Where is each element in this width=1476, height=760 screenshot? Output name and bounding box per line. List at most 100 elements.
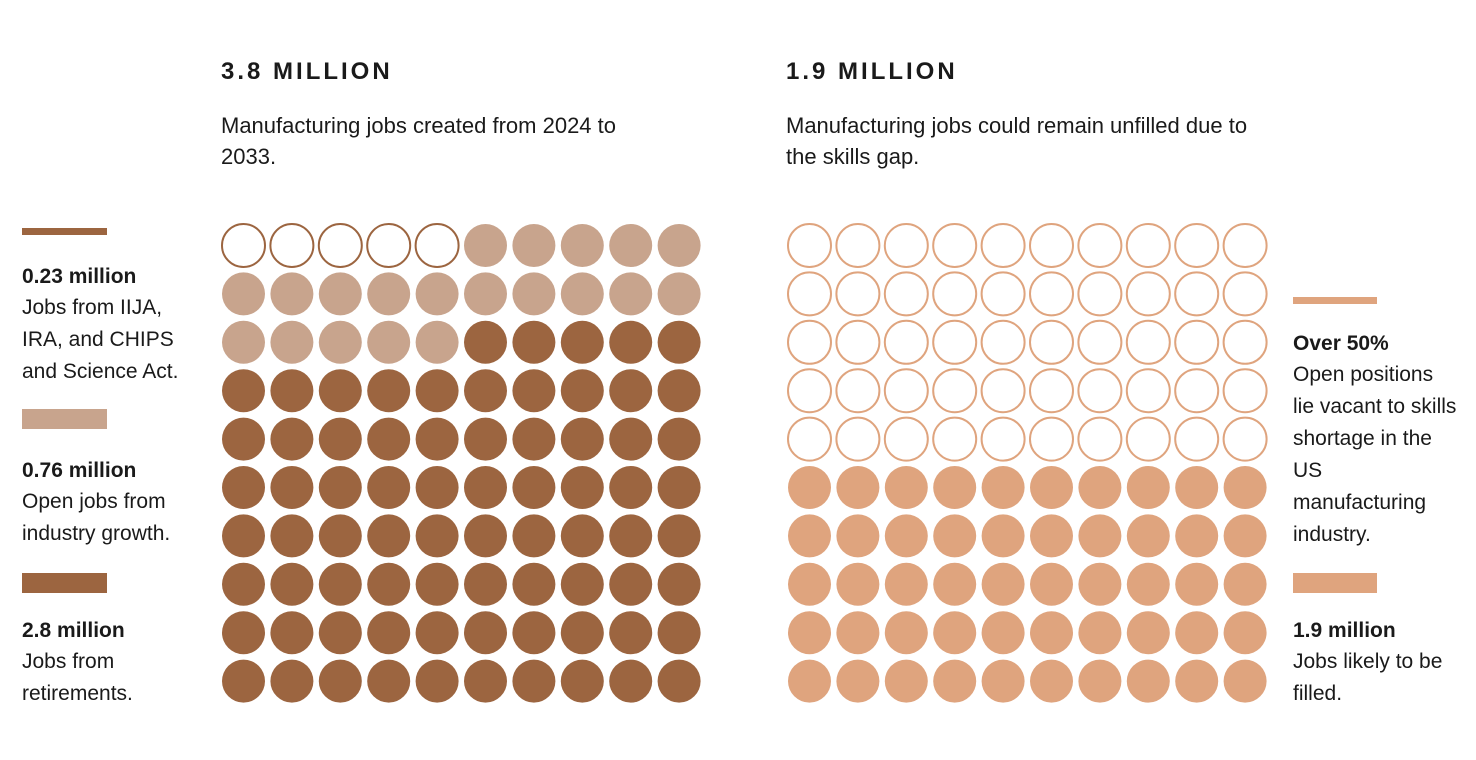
waffle-unit-left-series1 (464, 224, 507, 267)
waffle-unit-left-series1 (367, 272, 411, 316)
waffle-unit-left-series1 (609, 272, 653, 316)
waffle-unit-right-series1 (1126, 514, 1170, 558)
waffle-unit-right-series1 (884, 659, 928, 703)
waffle-unit-right-series1 (1126, 466, 1170, 509)
waffle-unit-right-series1 (1223, 466, 1267, 509)
waffle-unit-right-series1 (1030, 611, 1073, 655)
legend-swatch (22, 573, 107, 593)
waffle-unit-left-series2 (270, 611, 314, 655)
waffle-unit-right-series1 (1078, 611, 1122, 655)
waffle-unit-left-series1 (270, 320, 314, 364)
waffle-unit-right-series1 (1078, 466, 1122, 509)
waffle-unit-left-series2 (270, 369, 314, 413)
waffle-unit-left-series2 (657, 514, 701, 558)
waffle-unit-left-series2 (222, 466, 265, 509)
waffle-unit-left-series2 (560, 514, 604, 558)
waffle-unit-right-series0 (835, 416, 881, 462)
waffle-unit-right-series1 (1126, 562, 1170, 606)
waffle-unit-left-series2 (222, 659, 265, 703)
waffle-unit-left-series2 (318, 611, 362, 655)
waffle-unit-left-series2 (415, 417, 459, 461)
legend-swatch (22, 228, 107, 235)
waffle-unit-left-series2 (512, 466, 556, 509)
waffle-unit-left-series2 (464, 562, 507, 606)
waffle-unit-right-series0 (787, 223, 832, 268)
waffle-unit-right-series1 (884, 514, 928, 558)
legend-value: 0.76 million (22, 459, 137, 482)
waffle-unit-right-series1 (836, 611, 880, 655)
waffle-unit-right-series0 (1222, 416, 1268, 462)
waffle-unit-left-series1 (318, 320, 362, 364)
waffle-unit-right-series1 (836, 562, 880, 606)
waffle-unit-right-series1 (981, 466, 1025, 509)
waffle-unit-left-series2 (367, 659, 411, 703)
legend-swatch (1293, 297, 1377, 304)
waffle-unit-right-series0 (932, 223, 978, 268)
waffle-unit-left-series2 (270, 417, 314, 461)
legend-right-1: 1.9 million Jobs likely to be filled. (1293, 573, 1468, 710)
waffle-unit-right-series1 (788, 611, 831, 655)
waffle-unit-right-series1 (1223, 611, 1267, 655)
waffle-unit-left-series2 (318, 659, 362, 703)
waffle-unit-left-series2 (270, 514, 314, 558)
waffle-unit-right-series0 (932, 271, 978, 317)
waffle-unit-right-series0 (1077, 271, 1123, 317)
waffle-unit-right-series1 (788, 466, 831, 509)
waffle-unit-right-series1 (981, 562, 1025, 606)
legend-right-0: Over 50% Open positions lie vacant to sk… (1293, 297, 1463, 551)
waffle-unit-right-series1 (1078, 514, 1122, 558)
waffle-unit-left-series2 (657, 611, 701, 655)
waffle-unit-left-series2 (415, 611, 459, 655)
waffle-unit-right-series0 (787, 416, 832, 462)
legend-value: 0.23 million (22, 265, 137, 288)
right-headline: 1.9 MILLION (786, 58, 958, 85)
waffle-unit-left-series2 (464, 417, 507, 461)
waffle-unit-left-series2 (657, 320, 701, 364)
waffle-unit-left-series2 (657, 562, 701, 606)
waffle-unit-left-series1 (318, 272, 362, 316)
waffle-unit-right-series0 (1125, 416, 1171, 462)
waffle-unit-left-series0 (317, 223, 363, 268)
waffle-unit-right-series0 (787, 368, 832, 414)
waffle-chart-right (786, 222, 1268, 704)
legend-desc: Jobs likely to be filled. (1293, 650, 1443, 705)
waffle-unit-right-series0 (1174, 368, 1220, 414)
waffle-unit-left-series1 (560, 272, 604, 316)
waffle-unit-right-series1 (836, 514, 880, 558)
waffle-unit-right-series1 (933, 562, 977, 606)
waffle-unit-left-series2 (367, 562, 411, 606)
waffle-unit-right-series1 (1078, 659, 1122, 703)
waffle-unit-left-series0 (414, 223, 460, 268)
waffle-unit-right-series0 (787, 271, 832, 317)
waffle-unit-left-series2 (464, 611, 507, 655)
waffle-unit-right-series1 (933, 514, 977, 558)
waffle-unit-left-series2 (367, 369, 411, 413)
waffle-unit-left-series2 (415, 562, 459, 606)
waffle-right-svg (787, 223, 1268, 703)
waffle-unit-right-series1 (788, 659, 831, 703)
legend-left-0: 0.23 million Jobs from IIJA, IRA, and CH… (22, 228, 207, 388)
waffle-unit-left-series2 (609, 369, 653, 413)
waffle-unit-right-series0 (980, 416, 1026, 462)
waffle-unit-left-series2 (657, 417, 701, 461)
waffle-unit-right-series0 (1029, 223, 1074, 268)
waffle-unit-right-series0 (1174, 319, 1220, 365)
waffle-unit-right-series0 (1077, 416, 1123, 462)
waffle-unit-left-series2 (560, 562, 604, 606)
waffle-unit-right-series1 (884, 611, 928, 655)
waffle-unit-right-series1 (884, 562, 928, 606)
waffle-unit-right-series0 (980, 319, 1026, 365)
waffle-unit-left-series2 (560, 369, 604, 413)
waffle-unit-left-series2 (318, 466, 362, 509)
waffle-unit-left-series2 (560, 659, 604, 703)
waffle-unit-left-series2 (657, 659, 701, 703)
waffle-unit-right-series1 (836, 466, 880, 509)
waffle-unit-left-series2 (318, 562, 362, 606)
waffle-unit-right-series0 (883, 271, 929, 317)
waffle-unit-right-series1 (1030, 466, 1073, 509)
legend-swatch (22, 409, 107, 429)
waffle-unit-left-series2 (464, 514, 507, 558)
waffle-unit-right-series1 (1030, 562, 1073, 606)
waffle-unit-left-series2 (464, 320, 507, 364)
legend-left-2: 2.8 million Jobs from retirements. (22, 573, 207, 710)
